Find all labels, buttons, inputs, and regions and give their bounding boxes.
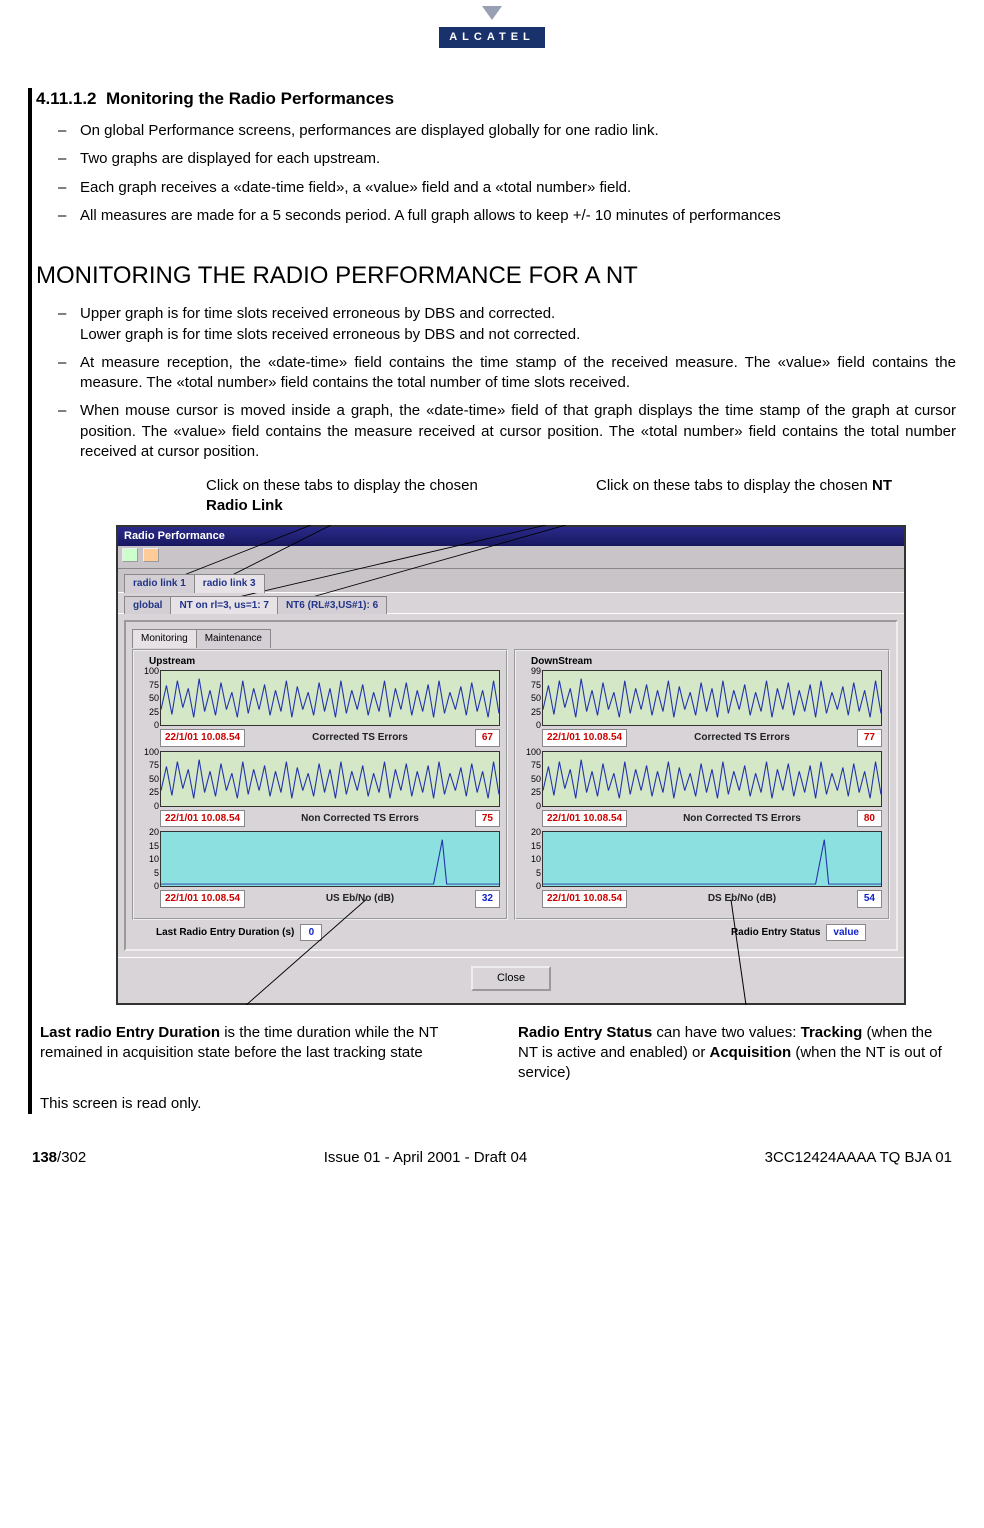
nt-tabs: globalNT on rl=3, us=1: 7NT6 (RL#3,US#1)… bbox=[118, 592, 904, 614]
list-item: Upper graph is for time slots received e… bbox=[80, 304, 956, 345]
brand-text: ALCATEL bbox=[439, 27, 545, 48]
graph-area: 20151050 bbox=[542, 831, 882, 887]
radio-entry-status-value: value bbox=[826, 924, 866, 942]
bullet-list-2: Upper graph is for time slots received e… bbox=[36, 304, 956, 462]
value-field: 75 bbox=[475, 810, 500, 828]
date-time-field: 22/1/01 10.08.54 bbox=[542, 729, 627, 747]
page-number: 138/302 bbox=[32, 1148, 86, 1168]
metric-label: Corrected TS Errors bbox=[251, 731, 469, 745]
subsection-heading: MONITORING THE RADIO PERFORMANCE FOR A N… bbox=[36, 260, 956, 292]
graph-area: 1007550250 bbox=[160, 670, 500, 726]
value-field: 80 bbox=[857, 810, 882, 828]
readonly-note: This screen is read only. bbox=[40, 1094, 956, 1114]
tab-radio-link[interactable]: radio link 3 bbox=[194, 574, 265, 593]
window-toolbar bbox=[118, 546, 904, 570]
graph-area: 20151050 bbox=[160, 831, 500, 887]
stream-column: Upstream100755025022/1/01 10.08.54Correc… bbox=[132, 649, 508, 920]
note-radio-entry-status: Radio Entry Status can have two values: … bbox=[518, 1023, 956, 1084]
date-time-field: 22/1/01 10.08.54 bbox=[542, 890, 627, 908]
tab-radio-link[interactable]: radio link 1 bbox=[124, 574, 195, 593]
tab-nt[interactable]: NT6 (RL#3,US#1): 6 bbox=[277, 596, 387, 615]
list-item: Each graph receives a «date-time field»,… bbox=[80, 178, 956, 198]
radio-performance-window: Radio Performance radio link 1radio link… bbox=[116, 525, 906, 1005]
metric-label: US Eb/No (dB) bbox=[251, 892, 469, 906]
list-item: All measures are made for a 5 seconds pe… bbox=[80, 206, 956, 226]
page-footer: 138/302 Issue 01 - April 2001 - Draft 04… bbox=[28, 1148, 956, 1168]
stream-column: DownStream99755025022/1/01 10.08.54Corre… bbox=[514, 649, 890, 920]
last-radio-entry-duration-value: 0 bbox=[300, 924, 322, 942]
close-button[interactable]: Close bbox=[471, 966, 551, 991]
callout-radio-link: Click on these tabs to display the chose… bbox=[206, 476, 506, 517]
graph-area: 1007550250 bbox=[542, 751, 882, 807]
list-item: Two graphs are displayed for each upstre… bbox=[80, 149, 956, 169]
bullet-list-1: On global Performance screens, performan… bbox=[36, 121, 956, 226]
note-last-radio-entry: Last radio Entry Duration is the time du… bbox=[40, 1023, 478, 1084]
brand-logo: ALCATEL bbox=[28, 0, 956, 48]
last-radio-entry-duration: Last Radio Entry Duration (s) 0 bbox=[156, 924, 322, 942]
toolbar-icon[interactable] bbox=[122, 548, 138, 562]
tab-nt[interactable]: global bbox=[124, 596, 171, 615]
value-field: 77 bbox=[857, 729, 882, 747]
date-time-field: 22/1/01 10.08.54 bbox=[160, 890, 245, 908]
toolbar-icon[interactable] bbox=[143, 548, 159, 562]
list-item: When mouse cursor is moved inside a grap… bbox=[80, 401, 956, 462]
section-heading: 4.11.1.2 Monitoring the Radio Performanc… bbox=[36, 88, 956, 111]
date-time-field: 22/1/01 10.08.54 bbox=[160, 729, 245, 747]
tab-nt[interactable]: NT on rl=3, us=1: 7 bbox=[170, 596, 277, 615]
radio-link-tabs: radio link 1radio link 3 bbox=[118, 569, 904, 592]
footer-right: 3CC12424AAAA TQ BJA 01 bbox=[765, 1148, 952, 1168]
value-field: 32 bbox=[475, 890, 500, 908]
metric-label: Non Corrected TS Errors bbox=[251, 812, 469, 826]
tab-monitoring[interactable]: Maintenance bbox=[196, 629, 271, 648]
monitoring-maintenance-tabs: MonitoringMaintenance bbox=[132, 628, 890, 647]
metric-label: Non Corrected TS Errors bbox=[633, 812, 851, 826]
metric-label: Corrected TS Errors bbox=[633, 731, 851, 745]
metric-label: DS Eb/No (dB) bbox=[633, 892, 851, 906]
value-field: 54 bbox=[857, 890, 882, 908]
callout-nt: Click on these tabs to display the chose… bbox=[596, 476, 896, 517]
list-item: At measure reception, the «date-time» fi… bbox=[80, 353, 956, 394]
graph-area: 1007550250 bbox=[160, 751, 500, 807]
tab-monitoring[interactable]: Monitoring bbox=[132, 629, 197, 648]
window-titlebar: Radio Performance bbox=[118, 527, 904, 546]
footer-center: Issue 01 - April 2001 - Draft 04 bbox=[324, 1148, 527, 1168]
date-time-field: 22/1/01 10.08.54 bbox=[542, 810, 627, 828]
date-time-field: 22/1/01 10.08.54 bbox=[160, 810, 245, 828]
value-field: 67 bbox=[475, 729, 500, 747]
radio-entry-status: Radio Entry Status value bbox=[731, 924, 866, 942]
list-item: On global Performance screens, performan… bbox=[80, 121, 956, 141]
graph-area: 997550250 bbox=[542, 670, 882, 726]
